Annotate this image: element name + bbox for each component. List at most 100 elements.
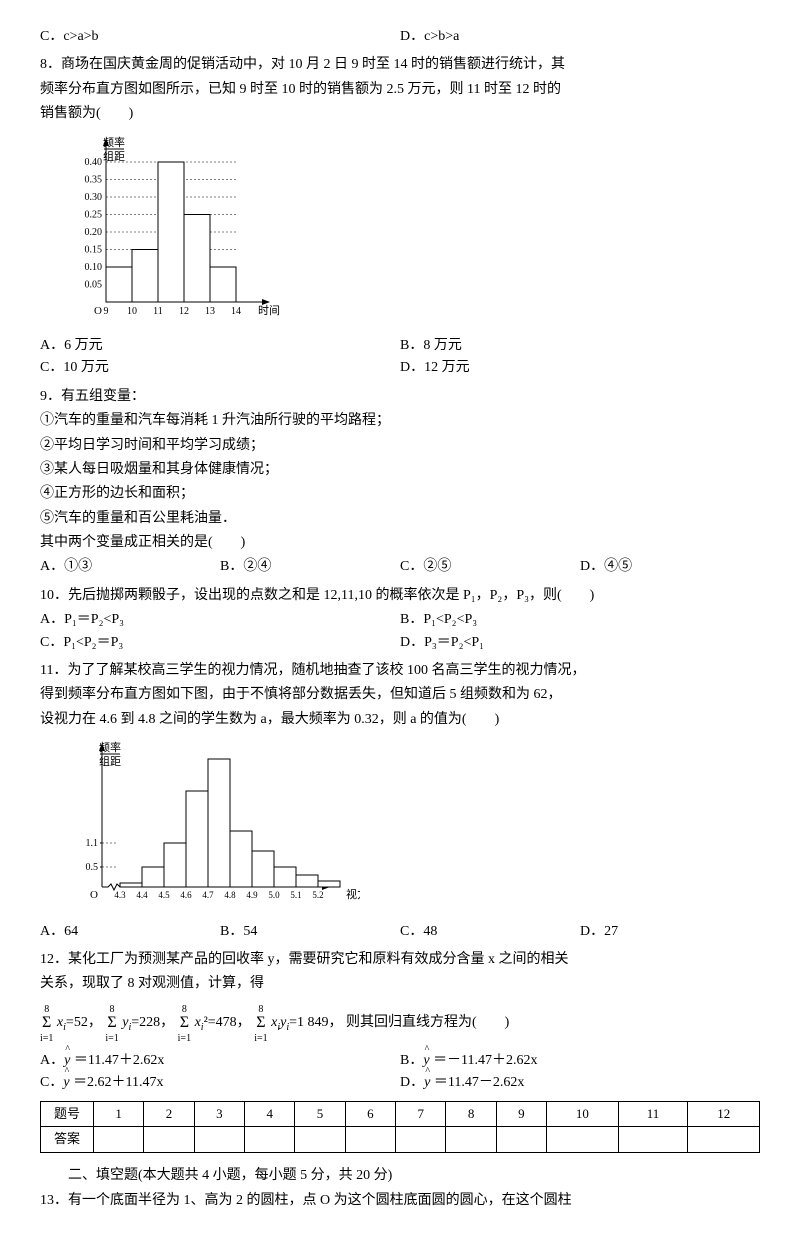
q11-stem-3: 设视力在 4.6 到 4.8 之间的学生数为 a，最大频率为 0.32，则 a … xyxy=(40,709,760,731)
sigma-icon: 8Σi=1 xyxy=(254,1002,267,1044)
svg-text:0.15: 0.15 xyxy=(85,244,103,255)
q12-sx2: =478， xyxy=(208,1015,251,1030)
q7-options: C．c>a>b D．c>b>a xyxy=(40,26,760,48)
q13-stem: 13．有一个底面半径为 1、高为 2 的圆柱，点 O 为这个圆柱底面圆的圆心，在… xyxy=(40,1190,760,1212)
q9-opt-d: D．④⑤ xyxy=(580,556,760,578)
q10-opt-a: A．P₁＝P₂<P₃ xyxy=(40,609,400,631)
svg-text:10: 10 xyxy=(127,306,137,317)
q9-ask: 其中两个变量成正相关的是( ) xyxy=(40,532,760,554)
q9: 9．有五组变量： ①汽车的重量和汽车每消耗 1 升汽油所行驶的平均路程； ②平均… xyxy=(40,386,760,579)
q12-sy: =228， xyxy=(131,1015,174,1030)
svg-text:0.25: 0.25 xyxy=(85,209,103,220)
svg-text:5.2: 5.2 xyxy=(312,890,323,900)
svg-text:4.5: 4.5 xyxy=(158,890,170,900)
svg-text:O: O xyxy=(90,889,98,901)
svg-text:13: 13 xyxy=(205,306,215,317)
svg-text:4.9: 4.9 xyxy=(246,890,258,900)
svg-text:时间: 时间 xyxy=(258,304,280,317)
svg-text:视力: 视力 xyxy=(346,887,360,901)
svg-text:4.8: 4.8 xyxy=(224,890,236,900)
q12-opt-c: C．y ＝2.62＋11.47x xyxy=(40,1072,400,1094)
q8-opt-d: D．12 万元 xyxy=(400,357,760,379)
q8-opt-a: A．6 万元 xyxy=(40,335,400,357)
svg-text:0.10: 0.10 xyxy=(85,262,103,273)
sigma-icon: 8Σi=1 xyxy=(105,1002,118,1044)
sigma-icon: 8Σi=1 xyxy=(40,1002,53,1044)
svg-text:4.3: 4.3 xyxy=(114,890,126,900)
svg-text:0.35: 0.35 xyxy=(85,174,103,185)
q9-opt-b: B．②④ xyxy=(220,556,400,578)
q9-l1: ①汽车的重量和汽车每消耗 1 升汽油所行驶的平均路程； xyxy=(40,410,760,432)
q10-options-1: A．P₁＝P₂<P₃ B．P₁<P₂<P₃ xyxy=(40,609,760,631)
svg-text:5.0: 5.0 xyxy=(268,890,280,900)
q9-l3: ③某人每日吸烟量和其身体健康情况； xyxy=(40,459,760,481)
q10-options-2: C．P₁<P₂＝P₃ D．P₃＝P₂<P₁ xyxy=(40,632,760,654)
q10-opt-d: D．P₃＝P₂<P₁ xyxy=(400,632,760,654)
q10-opt-c: C．P₁<P₂＝P₃ xyxy=(40,632,400,654)
q11-opt-b: B．54 xyxy=(220,921,400,943)
svg-text:0.5: 0.5 xyxy=(86,862,99,873)
svg-text:9: 9 xyxy=(104,306,109,317)
q12-tail: 则其回归直线方程为( ) xyxy=(346,1015,509,1030)
q11-histogram: 频率组距0.51.14.34.44.54.64.74.84.95.05.15.2… xyxy=(60,739,760,912)
q8-stem-3: 销售额为( ) xyxy=(40,103,760,125)
svg-text:1.1: 1.1 xyxy=(86,838,99,849)
answer-label: 答案 xyxy=(41,1127,94,1153)
q11-stem-2: 得到频率分布直方图如下图，由于不慎将部分数据丢失，但知道后 5 组频数和为 62… xyxy=(40,684,760,706)
q9-l4: ④正方形的边长和面积； xyxy=(40,483,760,505)
q12-options-1: A．y ＝11.47＋2.62x B．y ＝－11.47＋2.62x xyxy=(40,1050,760,1072)
q12-sums: 8Σi=1 xi=52， 8Σi=1 yi=228， 8Σi=1 xi²=478… xyxy=(40,1002,760,1044)
q9-options: A．①③ B．②④ C．②⑤ D．④⑤ xyxy=(40,556,760,578)
q12-opt-b: B．y ＝－11.47＋2.62x xyxy=(400,1050,760,1072)
q10-opt-b: B．P₁<P₂<P₃ xyxy=(400,609,760,631)
q10-stem: 10．先后抛掷两颗骰子，设出现的点数之和是 12,11,10 的概率依次是 P₁… xyxy=(40,585,760,607)
table-row-head: 题号 1 2 3 4 5 6 7 8 9 10 11 12 xyxy=(41,1101,760,1127)
q12: 12．某化工厂为预测某产品的回收率 y，需要研究它和原料有效成分含量 x 之间的… xyxy=(40,949,760,1095)
svg-text:11: 11 xyxy=(153,306,163,317)
q9-opt-c: C．②⑤ xyxy=(400,556,580,578)
q11-options: A．64 B．54 C．48 D．27 xyxy=(40,921,760,943)
q9-l2: ②平均日学习时间和平均学习成绩； xyxy=(40,435,760,457)
svg-text:5.1: 5.1 xyxy=(290,890,301,900)
q8-stem-1: 8．商场在国庆黄金周的促销活动中，对 10 月 2 日 9 时至 14 时的销售… xyxy=(40,54,760,76)
q12-stem-2: 关系，现取了 8 对观测值，计算，得 xyxy=(40,973,760,995)
q8-opt-c: C．10 万元 xyxy=(40,357,400,379)
svg-text:4.4: 4.4 xyxy=(136,890,148,900)
svg-text:14: 14 xyxy=(231,306,241,317)
sigma-icon: 8Σi=1 xyxy=(178,1002,191,1044)
svg-text:4.6: 4.6 xyxy=(180,890,192,900)
q9-opt-a: A．①③ xyxy=(40,556,220,578)
q12-opt-d: D．y ＝11.47－2.62x xyxy=(400,1072,760,1094)
q12-sxy: =1 849， xyxy=(289,1015,342,1030)
svg-text:O: O xyxy=(94,305,102,317)
table-row-answer: 答案 xyxy=(41,1127,760,1153)
q12-opt-a: A．y ＝11.47＋2.62x xyxy=(40,1050,400,1072)
head-label: 题号 xyxy=(41,1101,94,1127)
q9-stem: 9．有五组变量： xyxy=(40,386,760,408)
q12-sx: =52， xyxy=(66,1015,102,1030)
answer-table: 题号 1 2 3 4 5 6 7 8 9 10 11 12 答案 xyxy=(40,1101,760,1154)
q8: 8．商场在国庆黄金周的促销活动中，对 10 月 2 日 9 时至 14 时的销售… xyxy=(40,54,760,379)
svg-text:0.05: 0.05 xyxy=(85,279,103,290)
q12-stem-1: 12．某化工厂为预测某产品的回收率 y，需要研究它和原料有效成分含量 x 之间的… xyxy=(40,949,760,971)
svg-text:0.40: 0.40 xyxy=(85,157,103,168)
q8-opt-b: B．8 万元 xyxy=(400,335,760,357)
q8-stem-2: 频率分布直方图如图所示，已知 9 时至 10 时的销售额为 2.5 万元，则 1… xyxy=(40,79,760,101)
q9-l5: ⑤汽车的重量和百公里耗油量． xyxy=(40,508,760,530)
q11-stem-1: 11．为了了解某校高三学生的视力情况，随机地抽查了该校 100 名高三学生的视力… xyxy=(40,660,760,682)
q11: 11．为了了解某校高三学生的视力情况，随机地抽查了该校 100 名高三学生的视力… xyxy=(40,660,760,943)
svg-text:12: 12 xyxy=(179,306,189,317)
q8-options-2: C．10 万元 D．12 万元 xyxy=(40,357,760,379)
q12-options-2: C．y ＝2.62＋11.47x D．y ＝11.47－2.62x xyxy=(40,1072,760,1094)
q11-opt-a: A．64 xyxy=(40,921,220,943)
svg-text:0.20: 0.20 xyxy=(85,227,103,238)
q8-options: A．6 万元 B．8 万元 xyxy=(40,335,760,357)
q11-opt-c: C．48 xyxy=(400,921,580,943)
svg-text:4.7: 4.7 xyxy=(202,890,214,900)
q7-opt-d: D．c>b>a xyxy=(400,26,760,48)
q8-histogram: 频率组距0.050.100.150.200.250.300.350.409101… xyxy=(60,134,760,327)
q11-opt-d: D．27 xyxy=(580,921,760,943)
svg-text:0.30: 0.30 xyxy=(85,192,103,203)
section-2-header: 二、填空题(本大题共 4 小题，每小题 5 分，共 20 分) xyxy=(40,1165,760,1187)
q7-opt-c: C．c>a>b xyxy=(40,26,400,48)
